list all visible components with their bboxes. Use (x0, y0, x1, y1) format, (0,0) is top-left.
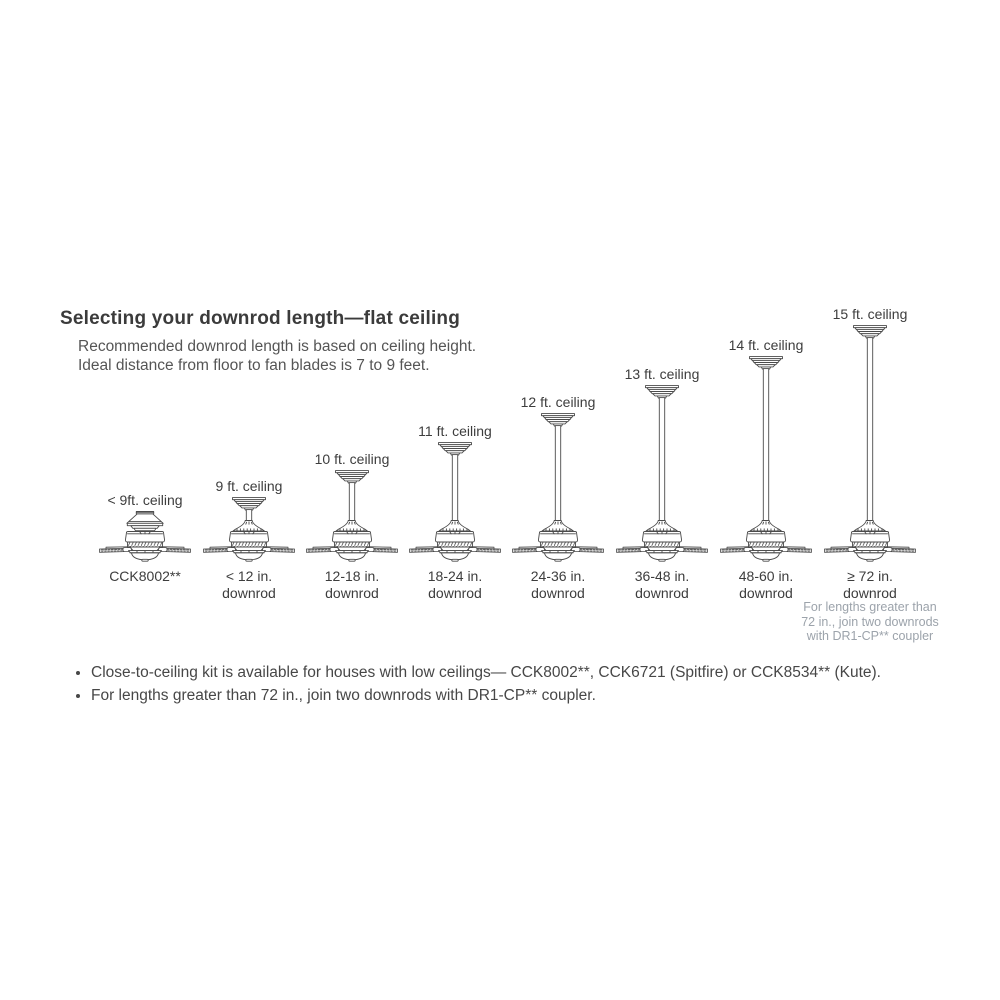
downrod-size-label: 36-48 in. downrod (602, 568, 722, 601)
fan-motor-icon (721, 532, 812, 562)
downrod-size-label: 48-60 in. downrod (706, 568, 826, 601)
ceiling-height-label: 14 ft. ceiling (728, 337, 804, 353)
footnote-close-to-ceiling-kit: Close-to-ceiling kit is available for ho… (91, 662, 881, 683)
downrod-size-line-2: downrod (635, 584, 689, 601)
fan-column-4: 11 ft. ceiling (403, 423, 507, 562)
downrod-size-line-1: CCK8002** (109, 568, 181, 584)
canopy-icon (853, 325, 887, 339)
downrod-size-line-2: downrod (531, 584, 585, 601)
canopy-icon (541, 413, 575, 427)
downrod-size-line-1: 18-24 in. (427, 568, 483, 584)
downrod-size-line-2: downrod (325, 584, 379, 601)
canopy-icon (438, 442, 472, 456)
fan-column-8: 15 ft. ceiling (818, 306, 922, 562)
downrod-size-line-2: downrod (739, 584, 793, 601)
coupler-note-line-3: with DR1-CP** coupler (806, 629, 934, 643)
fan-motor-icon (204, 532, 295, 562)
ceiling-fan-illustration (506, 413, 610, 562)
ceiling-fan-illustration (818, 325, 922, 562)
ceiling-fan-illustration (93, 511, 197, 562)
mount-cone-icon (232, 520, 265, 532)
downrod-size-label: 12-18 in. downrod (292, 568, 412, 601)
mount-cone-icon (853, 520, 886, 532)
downrod-icon (658, 397, 666, 521)
downrod-icon (348, 482, 356, 521)
subtitle-line-2: Ideal distance from floor to fan blades … (78, 357, 430, 374)
downrod-size-label: 24-36 in. downrod (498, 568, 618, 601)
downrod-size-line-1: 12-18 in. (324, 568, 380, 584)
fan-motor-icon (825, 532, 916, 562)
downrod-icon (866, 337, 874, 521)
ceiling-fan-illustration (403, 442, 507, 562)
ceiling-height-label: 9 ft. ceiling (215, 478, 283, 494)
fan-column-6: 13 ft. ceiling (610, 366, 714, 562)
downrod-size-line-1: 36-48 in. (634, 568, 690, 584)
ceiling-fan-illustration (300, 470, 404, 562)
canopy-icon (645, 385, 679, 399)
downrod-size-label: ≥ 72 in. downrod (810, 568, 930, 601)
page-subtitle: Recommended downrod length is based on c… (78, 337, 476, 375)
fan-motor-icon (307, 532, 398, 562)
close-to-ceiling-canopy-icon (126, 511, 164, 532)
downrod-size-line-1: 24-36 in. (530, 568, 586, 584)
downrod-size-line-1: ≥ 72 in. (847, 568, 893, 584)
mount-cone-icon (541, 520, 574, 532)
downrod-size-label: < 12 in. downrod (189, 568, 309, 601)
canopy-icon (232, 497, 266, 511)
coupler-note-line-1: For lengths greater than (803, 600, 937, 614)
fan-column-5: 12 ft. ceiling (506, 394, 610, 562)
ceiling-height-label: 12 ft. ceiling (520, 394, 596, 410)
ceiling-fan-illustration (714, 356, 818, 562)
downrod-icon (451, 454, 459, 521)
ceiling-height-label: < 9ft. ceiling (107, 492, 183, 508)
downrod-size-line-1: 48-60 in. (738, 568, 794, 584)
coupler-note-line-2: 72 in., join two downrods (801, 614, 939, 629)
downrod-icon (245, 509, 253, 521)
fan-column-2: 9 ft. ceiling (197, 478, 301, 562)
mount-cone-icon (749, 520, 782, 532)
page-title: Selecting your downrod length—flat ceili… (60, 308, 461, 329)
fan-column-7: 14 ft. ceiling (714, 337, 818, 562)
footnotes: Close-to-ceiling kit is available for ho… (74, 662, 881, 708)
canopy-icon (749, 356, 783, 370)
ceiling-height-label: 11 ft. ceiling (418, 423, 492, 439)
fan-motor-icon (513, 532, 604, 562)
ceiling-fan-illustration (197, 497, 301, 562)
mount-cone-icon (645, 520, 678, 532)
mount-cone-icon (335, 520, 368, 532)
fan-motor-icon (410, 532, 501, 562)
ceiling-height-label: 15 ft. ceiling (832, 306, 908, 322)
ceiling-height-label: 10 ft. ceiling (314, 451, 390, 467)
downrod-icon (554, 425, 562, 521)
fan-column-3: 10 ft. ceiling (300, 451, 404, 562)
mount-cone-icon (438, 520, 471, 532)
downrod-size-label: 18-24 in. downrod (395, 568, 515, 601)
downrod-size-label: CCK8002** (85, 568, 205, 585)
downrod-size-line-2: downrod (428, 584, 482, 601)
footnote-downrod-coupler: For lengths greater than 72 in., join tw… (91, 685, 881, 706)
fan-motor-icon (100, 532, 191, 562)
downrod-size-line-2: downrod (843, 584, 897, 601)
downrod-size-line-2: downrod (222, 584, 276, 601)
subtitle-line-1: Recommended downrod length is based on c… (78, 338, 477, 355)
canopy-icon (335, 470, 369, 484)
downrod-size-line-1: < 12 in. (225, 568, 273, 584)
ceiling-fan-illustration (610, 385, 714, 562)
fan-column-1: < 9ft. ceiling (93, 492, 197, 562)
ceiling-height-label: 13 ft. ceiling (624, 366, 700, 382)
fan-motor-icon (617, 532, 708, 562)
coupler-note: For lengths greater than 72 in., join two… (778, 600, 962, 644)
downrod-icon (762, 368, 770, 521)
